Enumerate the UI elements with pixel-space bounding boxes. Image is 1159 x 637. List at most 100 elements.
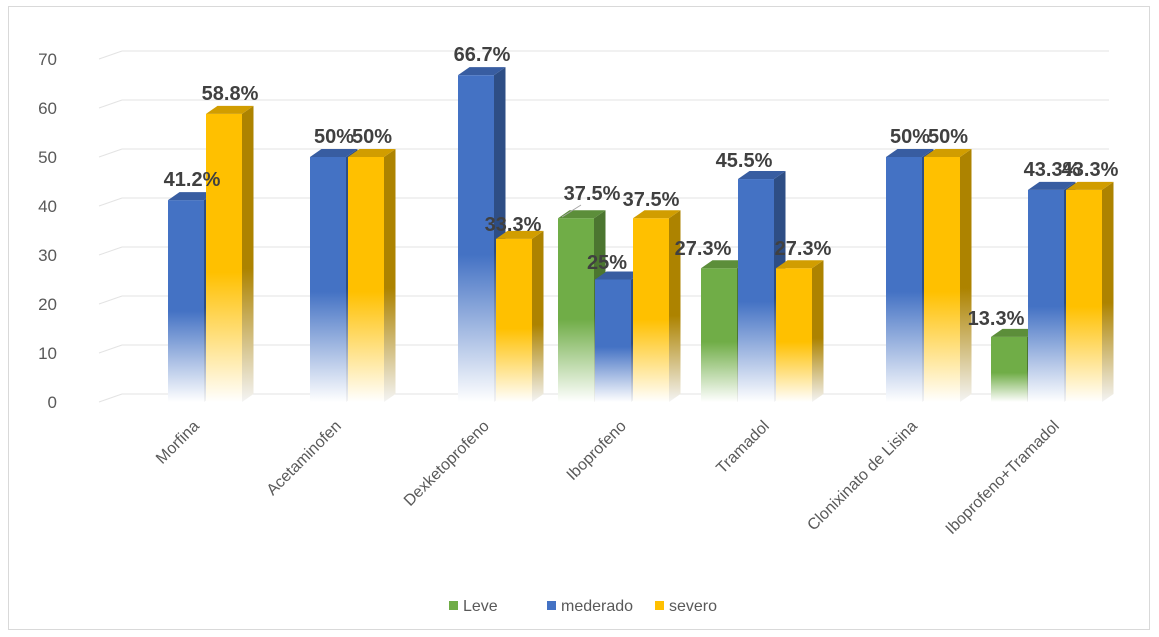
bar-front [701, 268, 737, 402]
bar-side [532, 230, 544, 402]
bar-front [558, 218, 594, 402]
bar-top [310, 149, 358, 157]
x-tick-label: Morfina [153, 418, 203, 468]
gridline-depth [98, 246, 123, 256]
gridline-depth [98, 50, 123, 60]
data-label: 43.3% [1062, 159, 1119, 181]
y-tick-label: 40 [38, 197, 57, 216]
bar-front [168, 200, 204, 402]
data-label: 50% [314, 126, 354, 148]
bar-severo-4 [633, 210, 681, 402]
data-label: 43.3% [1024, 159, 1081, 181]
data-label: 50% [352, 126, 392, 148]
bar-severo-5 [776, 260, 824, 402]
bar-front [348, 157, 384, 402]
gridline-depth [98, 99, 123, 109]
gridline-depth [98, 295, 123, 305]
legend-label: mederado [561, 598, 633, 615]
bar-front [991, 336, 1027, 402]
data-label: 58.8% [202, 83, 259, 105]
bar-front [1028, 189, 1064, 402]
gridline-depth [98, 344, 123, 354]
x-tick-label: Clonixinato de Lisina [804, 418, 920, 534]
data-label: 27.3% [775, 238, 832, 260]
bar-top [1066, 181, 1114, 190]
data-label: 33.3% [485, 214, 542, 236]
bar-top [206, 105, 254, 114]
x-tick-label: Dexketoprofeno [401, 418, 493, 510]
y-tick-label: 10 [38, 344, 57, 363]
chart-container: 0 10 20 30 40 50 60 70 41.2% 58.8% 50% 50% 66.7% 33.… [8, 6, 1150, 630]
bar-side [242, 105, 254, 402]
data-label: 25% [587, 252, 627, 274]
bar-top [633, 210, 681, 219]
x-axis: Morfina Acetaminofen Dexketoprofeno Iboprof… [153, 418, 1063, 538]
bar-front [633, 218, 669, 402]
data-label: 50% [928, 126, 968, 148]
y-axis: 0 10 20 30 40 50 60 70 [38, 50, 57, 412]
bar-severo-6 [924, 149, 972, 402]
legend-label: severo [669, 598, 717, 615]
bar-top [1028, 181, 1076, 190]
data-label: 66.7% [454, 44, 511, 66]
legend: Leve mederado severo [449, 598, 717, 615]
data-label: 37.5% [623, 189, 680, 211]
bar-front [776, 268, 812, 402]
bar-front [458, 75, 494, 403]
bar-top [886, 149, 934, 157]
bar-front [595, 279, 631, 402]
legend-item-leve: Leve [449, 598, 498, 615]
legend-label: Leve [463, 598, 498, 615]
leader-line [561, 204, 582, 218]
legend-item-severo: severo [655, 598, 717, 615]
bar-top [776, 260, 824, 269]
bar-severo-1 [206, 105, 254, 402]
bar-front [738, 179, 774, 402]
bar-front [310, 157, 346, 402]
data-label: 45.5% [716, 150, 773, 172]
legend-swatch [547, 601, 556, 610]
bar-top [701, 260, 749, 269]
bar-front [496, 238, 532, 402]
data-label: 41.2% [164, 169, 221, 191]
bar-side [960, 149, 972, 402]
bar-front [924, 157, 960, 402]
bar-top [168, 192, 216, 201]
gridline-depth [98, 197, 123, 207]
data-label: 27.3% [675, 238, 732, 260]
bars [168, 67, 1114, 403]
y-tick-label: 30 [38, 246, 57, 265]
legend-swatch [655, 601, 664, 610]
data-label: 50% [890, 126, 930, 148]
bar-top [595, 271, 643, 280]
bar-top [458, 67, 506, 76]
y-tick-label: 60 [38, 99, 57, 118]
bar-top [991, 328, 1039, 337]
data-label: 13.3% [968, 308, 1025, 330]
y-tick-label: 50 [38, 148, 57, 167]
x-tick-label: Iboprofeno+Tramadol [943, 418, 1063, 538]
data-labels: 41.2%58.8%50%50%66.7%33.3%37.5%25%37.5%2… [164, 44, 1119, 330]
bar-front [886, 157, 922, 402]
bar-side [384, 149, 396, 402]
bar-severo-7 [1066, 181, 1114, 402]
y-tick-label: 20 [38, 295, 57, 314]
legend-swatch [449, 601, 458, 610]
bar-top [738, 171, 786, 180]
x-tick-label: Tramadol [713, 418, 772, 477]
data-label: 37.5% [564, 183, 621, 205]
bar-top [924, 149, 972, 157]
gridline-depth [98, 148, 123, 158]
x-tick-label: Iboprofeno [564, 418, 630, 484]
bar-side [812, 260, 824, 402]
x-tick-label: Acetaminofen [264, 418, 345, 499]
bar-severo-3 [496, 230, 544, 402]
bar-top [348, 149, 396, 157]
bar-front [206, 113, 242, 402]
bar-front [1066, 189, 1102, 402]
gridline-depth [98, 393, 123, 403]
legend-item-mederado: mederado [547, 598, 633, 615]
y-tick-label: 70 [38, 50, 57, 69]
bar-severo-2 [348, 149, 396, 402]
